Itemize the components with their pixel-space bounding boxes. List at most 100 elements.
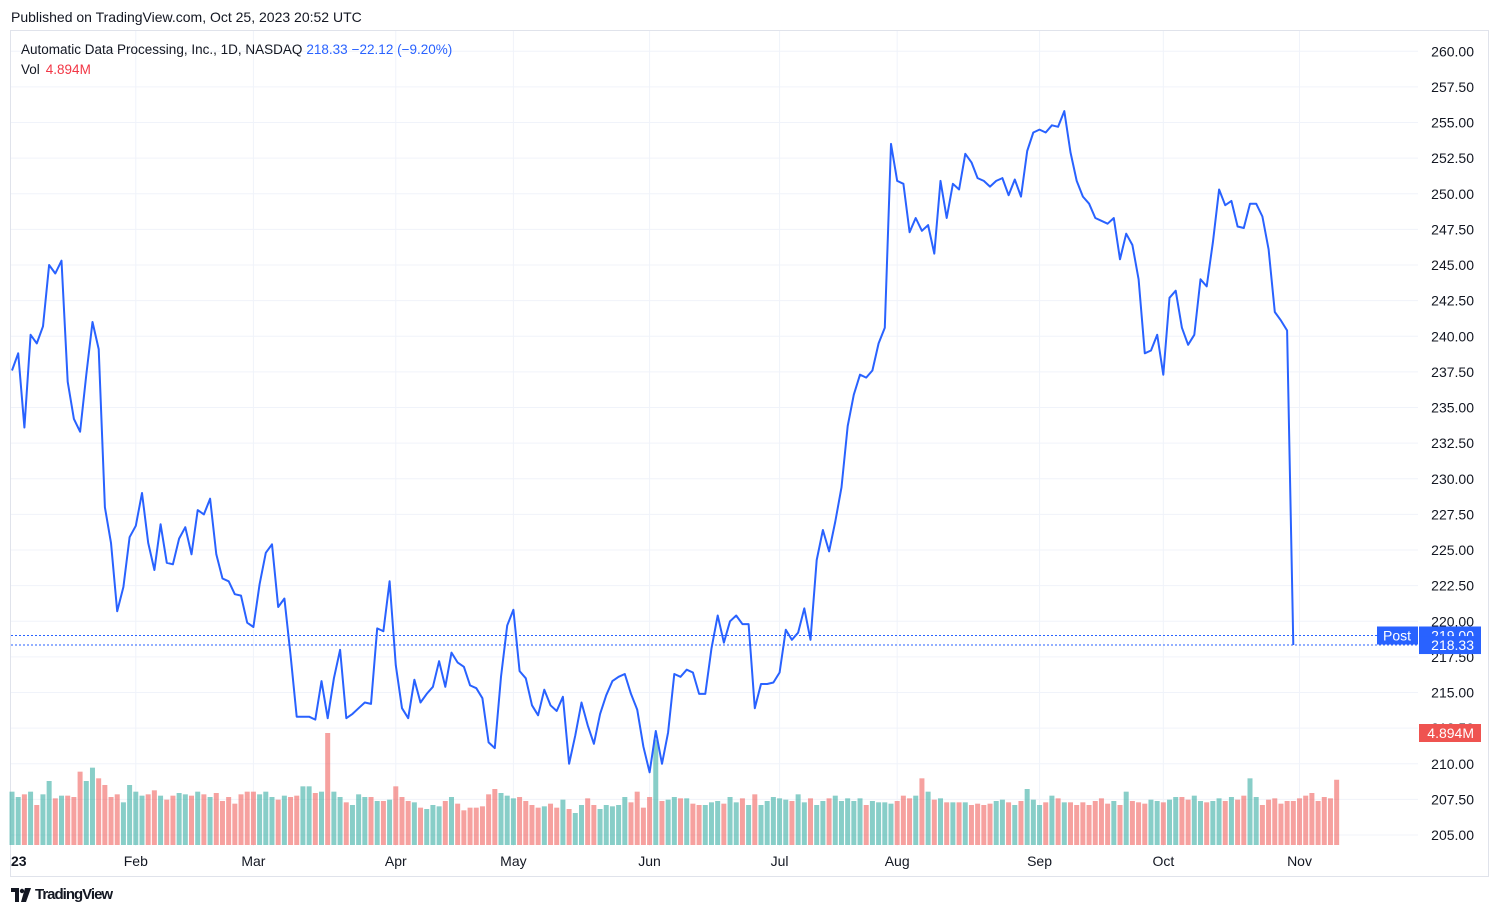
volume-bar xyxy=(808,798,814,845)
x-tick-label: Oct xyxy=(1152,853,1174,869)
published-header: Published on TradingView.com, Oct 25, 20… xyxy=(11,9,362,25)
volume-bar xyxy=(529,805,535,845)
volume-bar xyxy=(362,797,368,845)
volume-bar xyxy=(504,795,510,845)
volume-bar xyxy=(89,767,95,845)
volume-bar xyxy=(1297,798,1303,845)
volume-bar xyxy=(882,802,888,845)
volume-bar xyxy=(1327,798,1333,845)
x-tick-label: Feb xyxy=(124,853,148,869)
volume-bar xyxy=(789,801,795,845)
x-tick-label: Sep xyxy=(1027,853,1052,869)
volume-bar xyxy=(1061,802,1067,845)
volume-bar xyxy=(1315,801,1321,845)
legend-volume-label[interactable]: Vol xyxy=(21,62,40,77)
volume-bar xyxy=(1105,803,1111,845)
volume-bar xyxy=(1272,798,1278,845)
y-tick-label: 250.00 xyxy=(1431,186,1474,202)
volume-bar xyxy=(801,802,807,845)
volume-bar xyxy=(71,797,77,845)
volume-bar xyxy=(207,797,213,845)
volume-bar xyxy=(634,791,640,845)
y-tick-label: 237.50 xyxy=(1431,364,1474,380)
y-tick-label: 252.50 xyxy=(1431,150,1474,166)
volume-bar xyxy=(838,801,844,845)
volume-bar xyxy=(46,781,52,845)
volume-bar xyxy=(337,797,343,845)
volume-bar xyxy=(492,789,498,845)
volume-bar xyxy=(523,801,529,845)
volume-bar xyxy=(1222,801,1228,845)
volume-bar xyxy=(938,798,943,845)
volume-bar xyxy=(83,781,89,845)
volume-bar xyxy=(127,785,133,845)
y-tick-label: 240.00 xyxy=(1431,328,1474,344)
volume-bar xyxy=(380,801,386,845)
volume-bar xyxy=(1049,795,1055,845)
volume-bar xyxy=(758,805,764,845)
volume-bar xyxy=(1185,799,1191,845)
volume-bar xyxy=(1197,801,1203,845)
volume-bar xyxy=(733,802,739,845)
volume-bar xyxy=(294,795,300,845)
volume-bar xyxy=(473,807,479,845)
volume-bar xyxy=(498,793,504,845)
legend-symbol[interactable]: Automatic Data Processing, Inc., 1D, NAS… xyxy=(21,42,303,57)
volume-bar xyxy=(250,791,256,845)
volume-bar xyxy=(721,803,727,845)
x-tick-label: Apr xyxy=(385,853,407,869)
volume-bar xyxy=(764,801,770,845)
volume-bar xyxy=(1241,795,1247,845)
y-tick-label: 215.00 xyxy=(1431,685,1474,701)
volume-bar xyxy=(232,803,238,845)
volume-bar xyxy=(826,798,832,845)
volume-bar xyxy=(96,778,102,845)
volume-bar xyxy=(393,786,399,845)
volume-bar xyxy=(1067,802,1073,845)
volume-bar xyxy=(993,801,999,845)
volume-bar xyxy=(15,797,21,845)
volume-bar xyxy=(238,794,244,845)
volume-bar xyxy=(1266,799,1272,845)
volume-bar xyxy=(832,795,838,845)
volume-bar xyxy=(548,803,554,845)
volume-bar xyxy=(34,805,40,845)
volume-bar xyxy=(572,813,578,845)
volume-bar xyxy=(647,797,653,845)
volume-bar xyxy=(418,807,424,845)
volume-bar xyxy=(349,805,355,845)
volume-bar xyxy=(108,797,114,845)
volume-bar xyxy=(702,805,708,845)
volume-bar xyxy=(275,799,281,845)
volume-bar xyxy=(956,802,962,845)
x-tick-label: Mar xyxy=(241,853,265,869)
y-tick-label: 222.50 xyxy=(1431,578,1474,594)
volume-bar xyxy=(578,805,584,845)
volume-bar xyxy=(678,798,684,845)
y-tick-label: 207.50 xyxy=(1431,791,1474,807)
volume-bar xyxy=(752,794,758,845)
footer-brand[interactable]: TradingView xyxy=(11,886,113,903)
volume-bar xyxy=(1167,799,1173,845)
legend-line-price: Automatic Data Processing, Inc., 1D, NAS… xyxy=(21,40,452,60)
volume-bar xyxy=(1092,801,1098,845)
volume-bar xyxy=(1309,793,1315,845)
volume-bar xyxy=(1191,795,1197,845)
volume-bar xyxy=(263,791,269,845)
volume-bar xyxy=(244,791,250,845)
post-tag-text: Post xyxy=(1383,628,1411,644)
volume-bar xyxy=(411,802,417,845)
legend-volume-value: 4.894M xyxy=(45,62,91,77)
volume-bar xyxy=(1080,802,1086,845)
volume-bar xyxy=(770,797,776,845)
volume-bar xyxy=(671,797,677,845)
volume-bar xyxy=(28,791,34,845)
volume-bar xyxy=(405,801,411,845)
volume-bar xyxy=(1253,797,1259,845)
x-tick-label: Jun xyxy=(638,853,661,869)
chart-frame[interactable] xyxy=(10,30,1489,877)
volume-bar xyxy=(814,805,820,845)
volume-bar xyxy=(1204,802,1210,845)
volume-bar xyxy=(120,802,126,845)
